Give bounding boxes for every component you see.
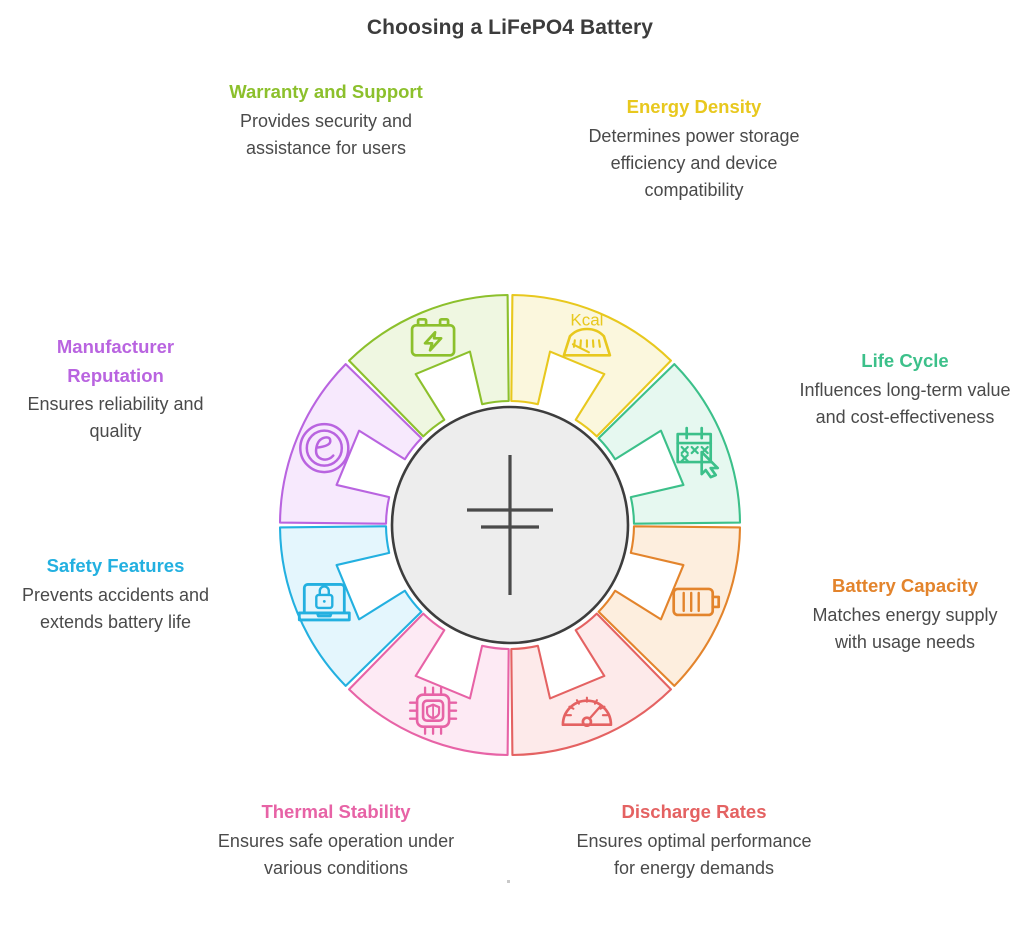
label-title: Discharge Rates	[621, 801, 767, 822]
wheel-segment-thermal-stability[interactable]	[348, 612, 510, 757]
chip-shield-icon	[408, 686, 458, 735]
label-title: Energy Density	[626, 96, 762, 117]
wheel-segment-life-cycle[interactable]	[597, 363, 742, 525]
label-title: Battery Capacity	[831, 575, 978, 596]
wheel-hub	[390, 405, 630, 645]
kcal-gauge-icon: Kcal	[562, 310, 612, 357]
wheel-segment-safety-features[interactable]	[278, 525, 423, 687]
page-title: Choosing a LiFePO4 Battery	[366, 16, 654, 39]
svg-text:Kcal: Kcal	[570, 310, 603, 329]
wheel-icons-layer: Kcal	[297, 310, 721, 735]
laptop-lock-icon	[297, 583, 351, 622]
label-energy-density: Energy Density Determines power storage …	[566, 93, 822, 204]
label-description: Ensures safe operation under various con…	[217, 830, 455, 878]
label-description: Provides security and assistance for use…	[239, 110, 413, 158]
label-description: Influences long-term value and cost-effe…	[799, 379, 1011, 427]
wheel-svg: Kcal	[278, 293, 742, 757]
car-battery-bolt-icon	[410, 317, 456, 357]
label-life-cycle: Life Cycle Influences long-term value an…	[796, 347, 1014, 431]
segmented-wheel-diagram: Kcal	[205, 220, 815, 830]
label-safety-features: Safety Features Prevents accidents and e…	[8, 552, 223, 636]
wheel-segment-energy-density[interactable]	[510, 293, 672, 438]
label-description: Matches energy supply with usage needs	[812, 604, 998, 652]
script-e-circle-icon	[299, 422, 350, 474]
label-title: Manufacturer Reputation	[56, 336, 175, 386]
label-manufacturer-reputation: Manufacturer Reputation Ensures reliabil…	[8, 333, 223, 445]
battery-level-icon	[672, 587, 721, 617]
label-title: Warranty and Support	[229, 81, 423, 102]
battery-cell-symbol-icon	[467, 455, 553, 595]
wheel-segment-discharge-rates[interactable]	[510, 612, 672, 757]
speedometer-icon	[561, 696, 613, 728]
wheel-segment-manufacturer-reputation[interactable]	[278, 363, 423, 525]
label-battery-capacity: Battery Capacity Matches energy supply w…	[796, 572, 1014, 656]
wheel-segment-battery-capacity[interactable]	[597, 525, 742, 687]
label-discharge-rates: Discharge Rates Ensures optimal performa…	[570, 798, 818, 882]
label-description: Ensures reliability and quality	[27, 394, 204, 442]
label-description: Prevents accidents and extends battery l…	[21, 584, 210, 632]
label-title: Thermal Stability	[261, 801, 411, 822]
label-warranty-and-support: Warranty and Support Provides security a…	[198, 78, 454, 162]
calendar-check-cursor-icon	[676, 426, 720, 479]
wheel-segments-layer	[278, 293, 742, 757]
label-thermal-stability: Thermal Stability Ensures safe operation…	[212, 798, 460, 882]
label-title: Life Cycle	[861, 350, 949, 371]
wheel-segment-warranty-and-support[interactable]	[348, 293, 510, 438]
decorative-dot	[507, 880, 510, 883]
label-description: Ensures optimal performance for energy d…	[576, 830, 812, 878]
label-description: Determines power storage efficiency and …	[588, 125, 800, 200]
label-title: Safety Features	[46, 555, 185, 576]
